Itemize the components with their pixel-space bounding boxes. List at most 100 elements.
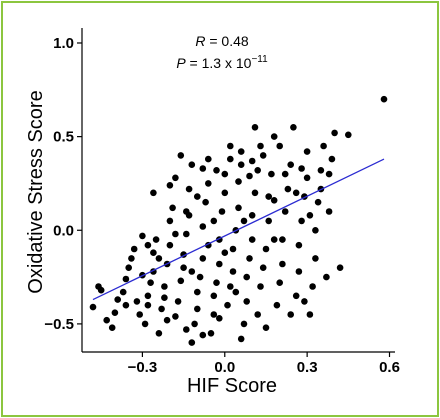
data-point [199,223,207,230]
data-point [265,193,273,200]
data-point [108,324,116,332]
p-value: = 1.3 x 10 [186,55,252,71]
data-point [284,185,292,193]
data-point [309,283,316,290]
data-point [213,279,220,287]
data-point [188,268,196,275]
data-point [331,129,338,137]
data-point [166,217,174,225]
data-point [210,217,218,225]
data-point [290,124,297,131]
data-point [205,155,212,163]
p-exponent: −11 [251,54,268,65]
data-point [301,298,308,305]
data-point [325,170,333,178]
data-point [161,283,168,290]
data-point [144,292,152,300]
x-tick-label: 0.0 [214,359,235,376]
data-point [177,277,185,285]
data-point [259,152,267,159]
data-point [235,204,242,212]
data-point [210,292,218,300]
data-point [191,320,198,328]
y-ticks: −0.5 0.0 0.5 1.0 [44,35,82,333]
data-point [265,217,273,225]
data-point [166,182,174,189]
data-point [229,245,237,253]
data-point [199,331,207,339]
data-point [199,165,207,172]
data-point [114,296,121,303]
data-point [257,283,264,290]
data-point [248,157,256,165]
data-point [306,311,314,318]
data-point [130,245,138,253]
data-point [177,152,185,159]
data-point [279,260,286,268]
data-point [111,309,119,317]
data-point [295,241,303,249]
y-tick-label: 1.0 [53,35,74,52]
data-point [150,249,157,256]
data-point [270,133,278,140]
data-point [251,124,259,131]
data-point [221,189,229,197]
data-point [237,148,245,155]
data-point [312,255,319,262]
data-point [243,298,250,305]
data-point [218,208,226,215]
data-point [210,311,218,318]
data-point [89,303,97,311]
data-point [227,155,234,163]
y-tick-label: 0.0 [53,222,74,239]
data-point [161,294,168,302]
data-point [259,264,267,272]
data-point [276,142,284,150]
data-point [172,313,179,320]
data-point [320,142,327,150]
data-point [248,212,256,219]
data-point [298,217,305,225]
data-point [240,320,248,328]
data-point [125,264,132,272]
data-point [166,241,174,249]
data-point [216,315,223,322]
x-tick-label: 0.6 [379,359,400,376]
data-point [188,161,196,168]
data-point [221,249,229,256]
data-point [268,170,275,178]
data-point [328,155,336,163]
data-point [205,180,212,187]
regression-line [92,158,385,301]
data-point [183,326,190,333]
data-point [257,142,264,150]
data-point [97,286,105,294]
data-point [281,208,289,215]
data-point [180,264,187,272]
r-annotation: R = 0.48 [195,33,249,49]
data-point [174,298,182,305]
data-point [298,165,305,172]
data-point [243,273,250,281]
data-point [273,301,281,309]
data-point [136,311,143,318]
y-tick-label: 0.5 [53,129,74,146]
data-point [270,236,278,243]
data-point [194,193,201,200]
data-point [232,288,240,296]
data-point [155,330,163,337]
data-point [306,212,314,219]
data-point [276,279,284,287]
data-point [216,260,223,268]
p-annotation: P = 1.3 x 10−11 [176,54,268,71]
data-point [224,301,231,309]
data-point [144,241,152,249]
x-tick-label: −0.3 [128,359,158,376]
data-point [279,236,286,243]
data-point [287,311,295,318]
data-point [183,208,190,215]
data-point [303,148,311,155]
data-point [183,230,190,238]
data-point [119,288,127,296]
data-point [380,95,388,103]
